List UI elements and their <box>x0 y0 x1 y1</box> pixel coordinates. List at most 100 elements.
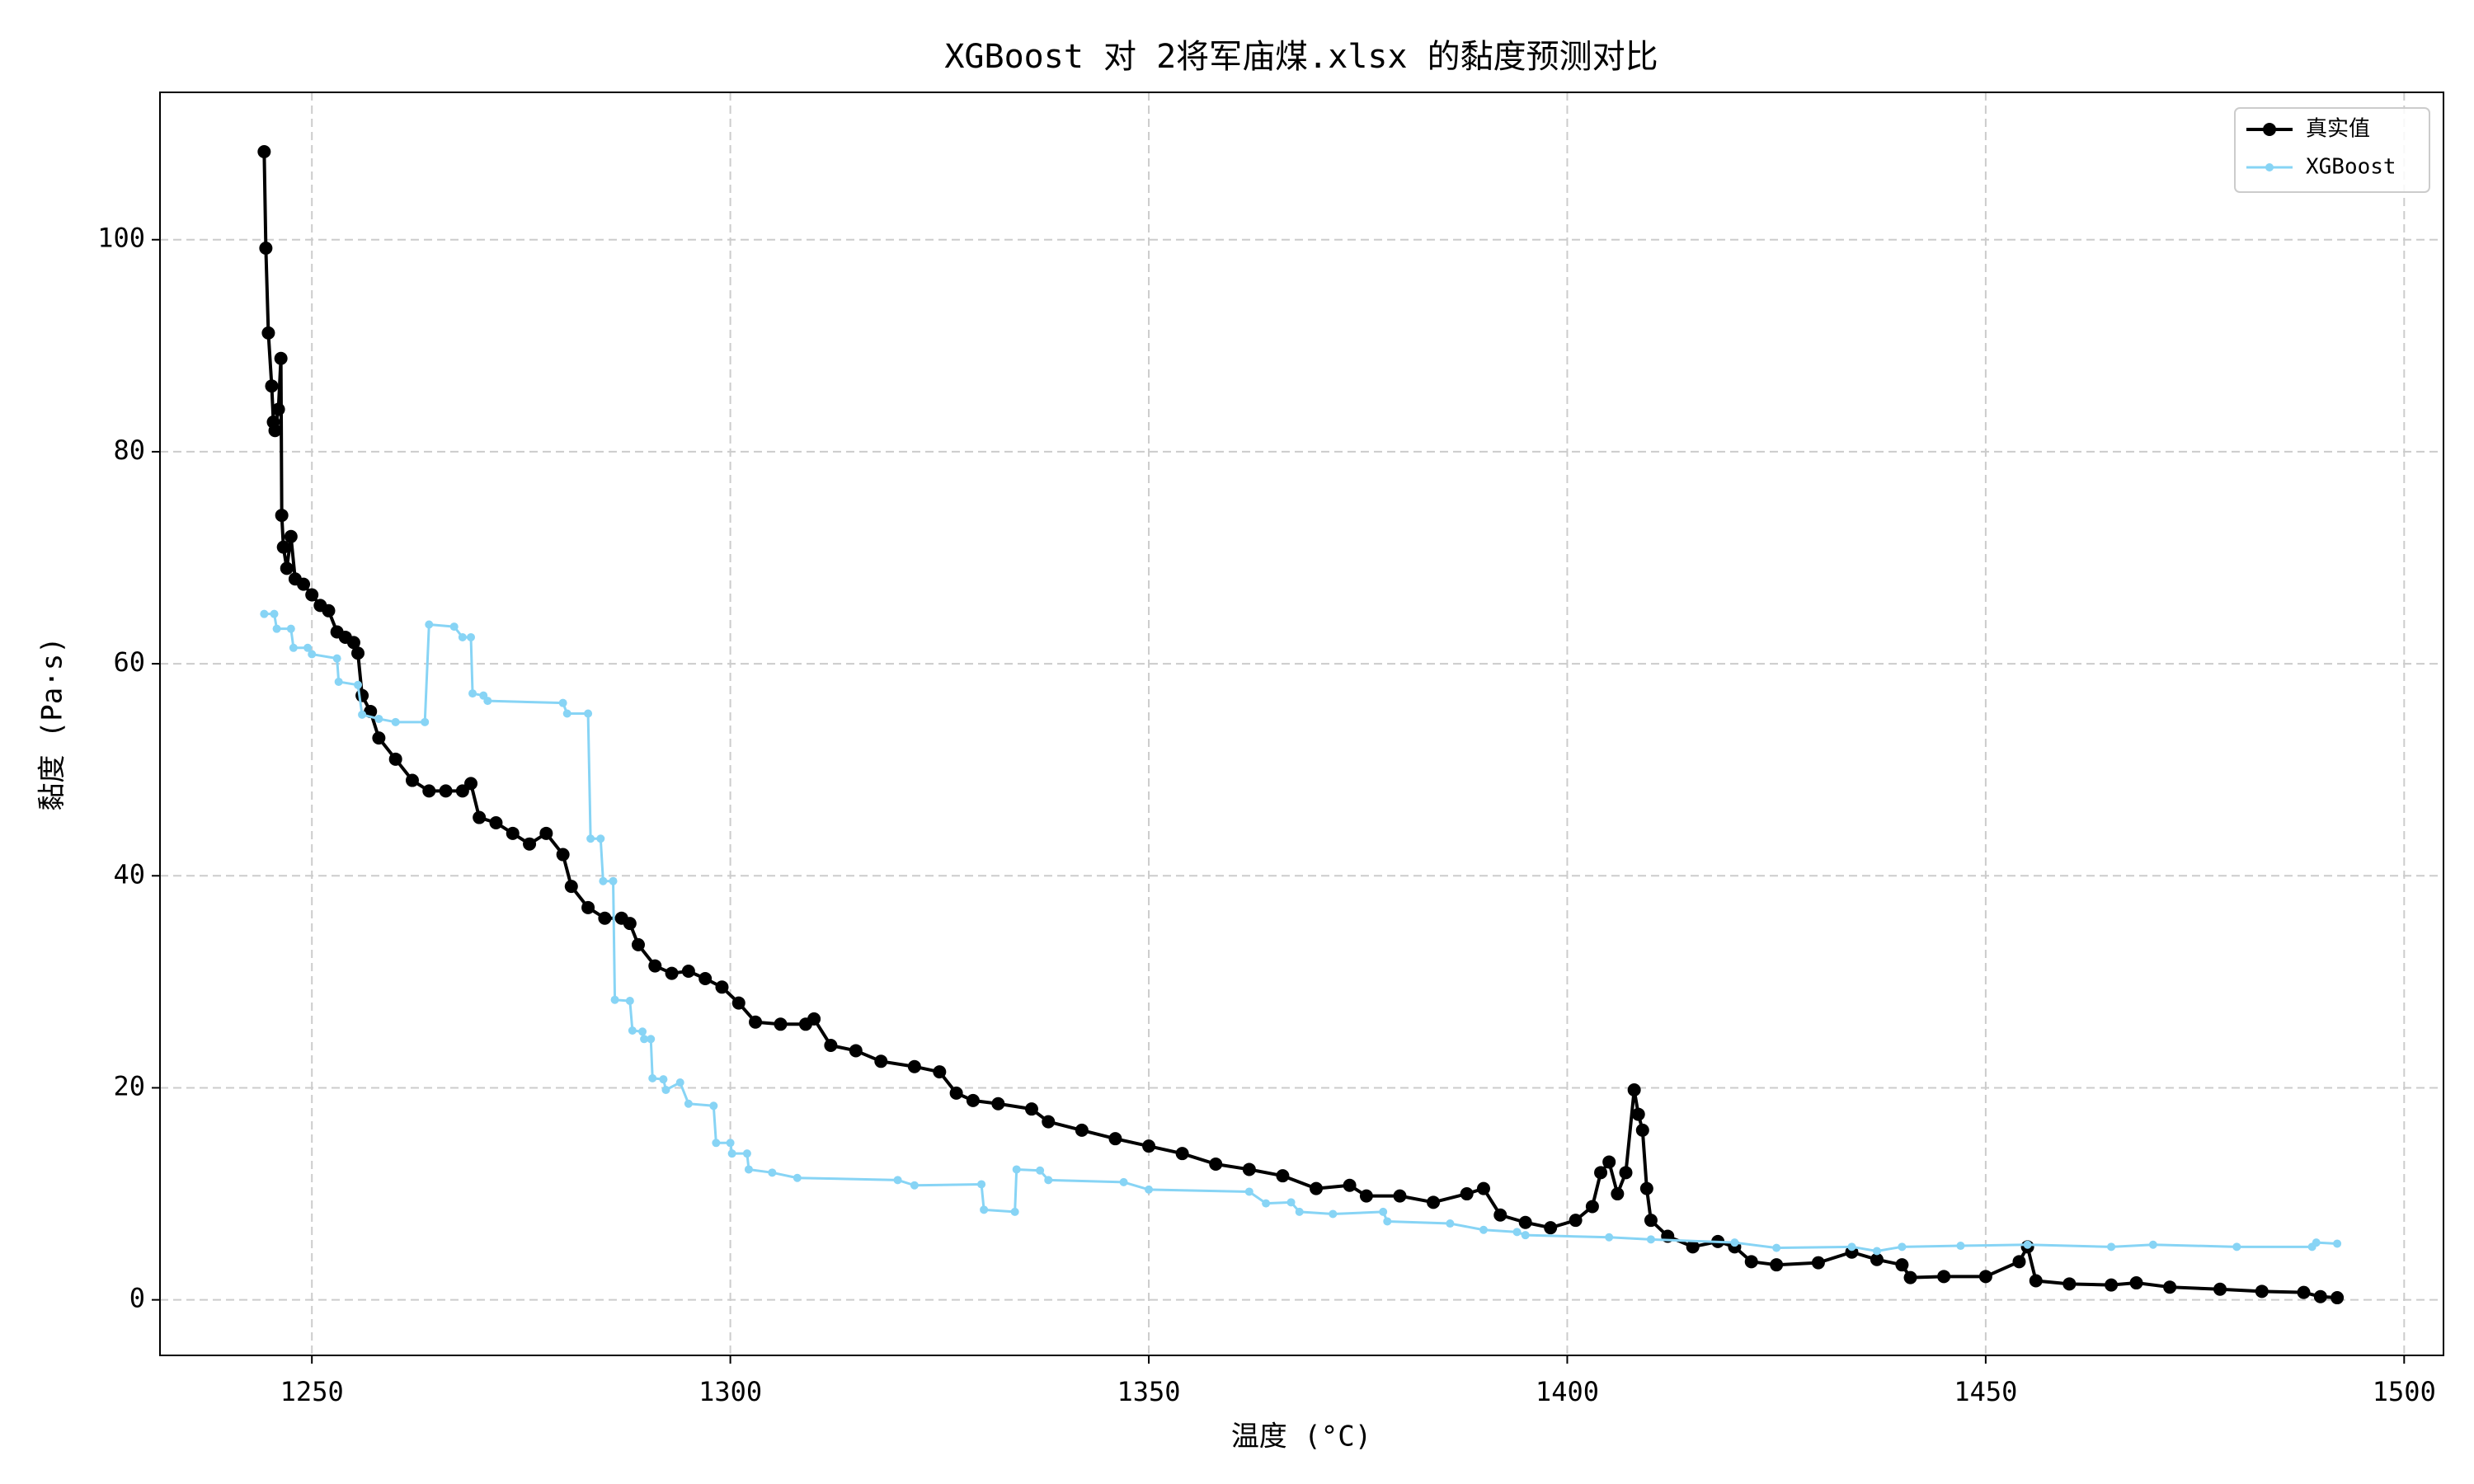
x-tick-label: 1300 <box>698 1376 762 1407</box>
plot-frame <box>159 92 2444 1356</box>
data-point <box>768 1168 777 1177</box>
data-point <box>1605 1233 1614 1242</box>
data-point <box>698 971 713 985</box>
data-point <box>358 710 367 719</box>
data-point <box>1903 1270 1917 1284</box>
data-point <box>893 1176 902 1185</box>
data-point <box>584 709 593 718</box>
data-point <box>1686 1240 1700 1254</box>
data-point <box>1518 1215 1532 1229</box>
data-point <box>715 980 729 994</box>
data-point <box>625 997 634 1006</box>
data-point <box>483 697 492 706</box>
data-point <box>991 1097 1005 1111</box>
data-point <box>949 1086 963 1100</box>
data-point <box>422 784 436 798</box>
data-point <box>1635 1123 1649 1137</box>
data-point <box>1956 1242 1965 1251</box>
data-point <box>1644 1214 1658 1228</box>
data-point <box>596 834 605 843</box>
data-point <box>286 624 295 633</box>
data-point <box>1646 1235 1655 1244</box>
data-point <box>1145 1185 1154 1194</box>
data-point <box>2313 1289 2327 1303</box>
data-point <box>1044 1176 1053 1185</box>
data-point <box>265 379 279 393</box>
x-tick-label: 1400 <box>1536 1376 1599 1407</box>
data-point <box>1446 1219 1455 1228</box>
data-point <box>261 326 275 340</box>
data-point <box>628 1026 637 1036</box>
data-point <box>727 1149 736 1158</box>
data-point <box>297 577 311 591</box>
data-point <box>2312 1238 2321 1247</box>
data-point <box>322 603 336 618</box>
legend-marker <box>2265 163 2274 171</box>
data-point <box>638 1027 647 1036</box>
data-point <box>564 880 578 894</box>
data-point <box>458 632 467 641</box>
data-point <box>289 643 298 652</box>
data-point <box>609 876 618 885</box>
data-point <box>276 540 290 554</box>
data-point <box>980 1205 989 1214</box>
data-point <box>539 826 553 840</box>
data-point <box>598 911 612 925</box>
y-tick-label: 80 <box>113 434 145 466</box>
data-point <box>1476 1181 1490 1195</box>
data-point <box>562 709 571 718</box>
chart-title: XGBoost 对 2将军庙煤.xlsx 的黏度预测对比 <box>944 38 1658 76</box>
data-point <box>599 876 608 885</box>
data-point <box>933 1065 947 1079</box>
data-point <box>907 1059 921 1073</box>
data-point <box>439 784 453 798</box>
data-point <box>1872 1247 1881 1256</box>
y-tick-label: 100 <box>97 223 145 254</box>
data-point <box>681 964 695 978</box>
data-point <box>709 1101 718 1111</box>
data-point <box>1460 1187 1474 1201</box>
data-point <box>1770 1258 1784 1272</box>
data-point <box>556 848 570 862</box>
data-point <box>749 1015 763 1029</box>
data-point <box>280 561 294 575</box>
data-point <box>355 688 369 702</box>
data-point <box>1142 1139 1156 1153</box>
data-point <box>270 609 279 618</box>
data-point <box>2023 1240 2032 1249</box>
data-point <box>1479 1225 1488 1234</box>
data-point <box>824 1039 838 1053</box>
data-point <box>1379 1207 1388 1216</box>
data-point <box>1010 1207 1019 1216</box>
data-point <box>586 834 595 843</box>
data-point <box>1383 1217 1392 1226</box>
data-point <box>659 1075 668 1084</box>
data-point <box>1036 1166 1045 1175</box>
data-point <box>849 1044 863 1058</box>
x-axis-label: 温度 (°C) <box>1231 1421 1371 1453</box>
data-point <box>2331 1291 2345 1305</box>
data-point <box>1012 1165 1021 1174</box>
data-point <box>2107 1242 2116 1252</box>
legend-marker <box>2263 123 2276 136</box>
x-tick-label: 1500 <box>2373 1376 2436 1407</box>
data-point <box>2255 1284 2269 1298</box>
data-point <box>421 717 430 726</box>
data-point <box>1276 1169 1290 1183</box>
data-point <box>910 1181 919 1190</box>
y-axis-label: 黏度 (Pa·s) <box>36 636 69 810</box>
x-tick-label: 1450 <box>1954 1376 2017 1407</box>
legend-label: 真实值 <box>2306 117 2370 142</box>
data-point <box>684 1099 693 1108</box>
data-point <box>1772 1243 1781 1252</box>
data-point <box>977 1180 986 1189</box>
legend-label: XGBoost <box>2306 155 2396 180</box>
data-point <box>1639 1181 1653 1195</box>
data-point <box>2105 1278 2119 1292</box>
data-point <box>354 680 363 689</box>
data-point <box>1209 1158 1223 1172</box>
data-point <box>631 937 645 951</box>
y-tick-label: 40 <box>113 858 145 890</box>
